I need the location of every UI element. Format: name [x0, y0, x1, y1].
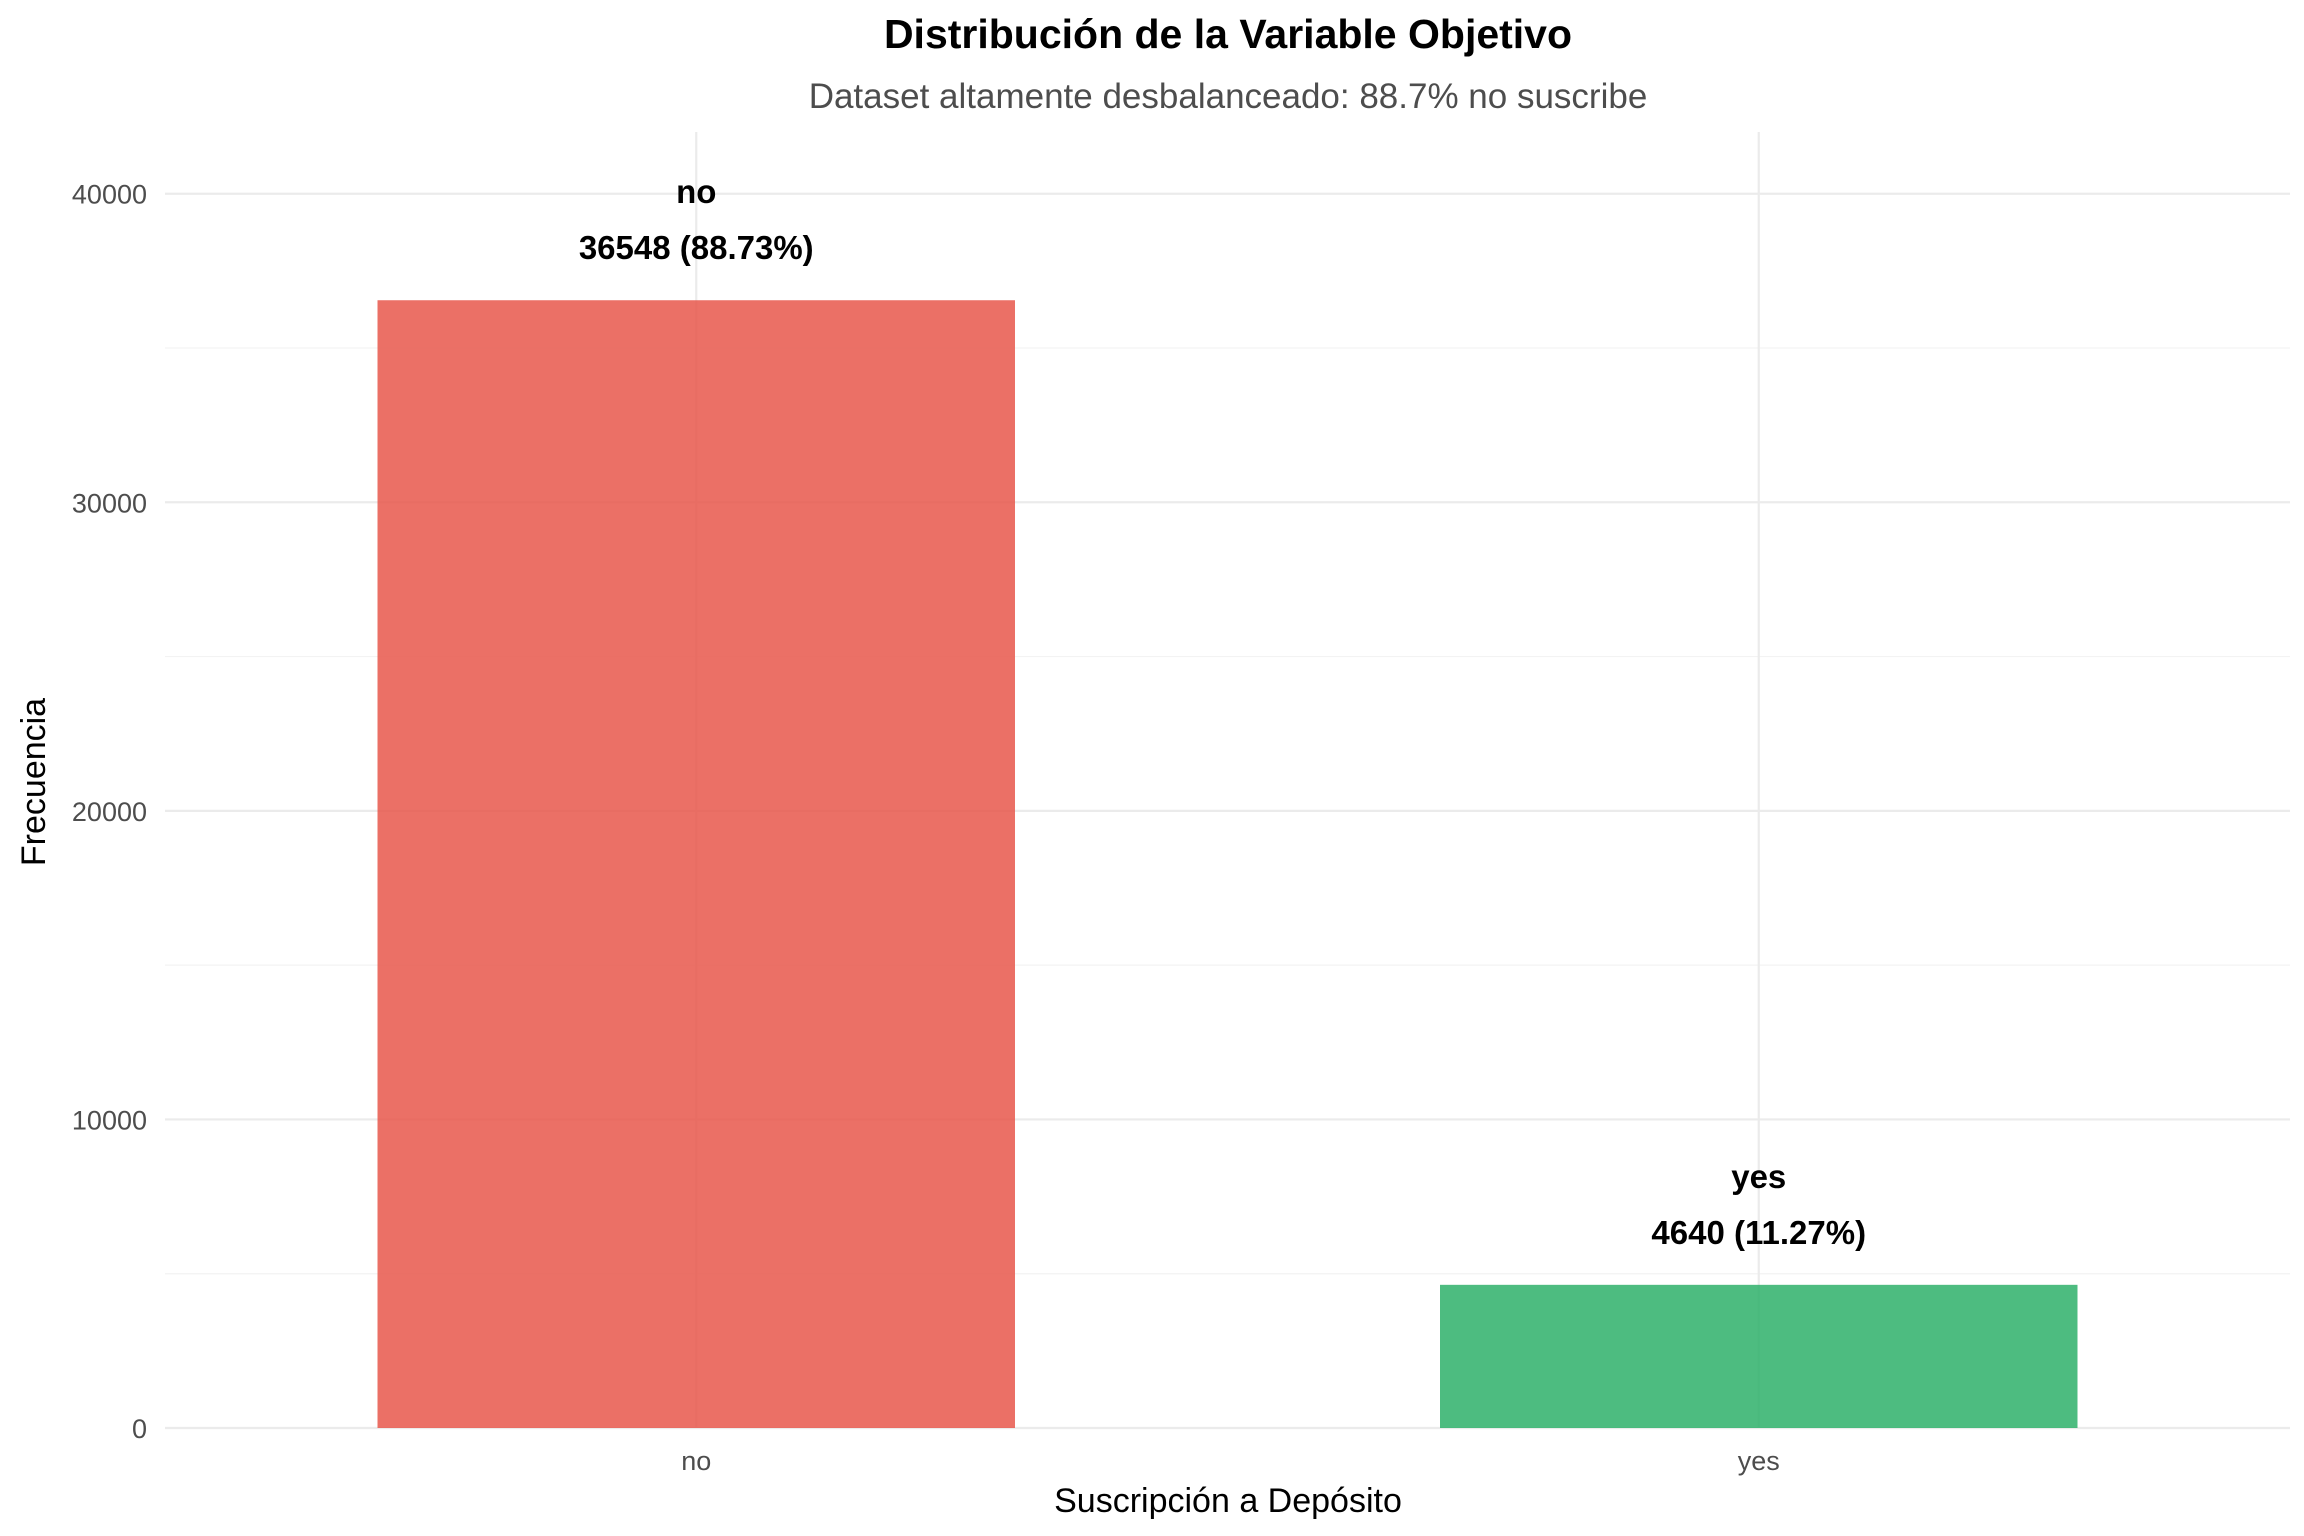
y-tick-label: 20000 [72, 797, 147, 827]
y-axis-ticks: 0 10000 20000 30000 40000 [72, 180, 147, 1444]
bar-labels: no 36548 (88.73%) yes 4640 (11.27%) [579, 173, 1866, 1251]
y-axis-title: Frecuencia [15, 698, 53, 866]
x-axis-ticks: no yes [681, 1446, 1780, 1476]
x-tick-label: yes [1738, 1446, 1780, 1476]
bars [377, 300, 2078, 1428]
bar-label-value: 36548 (88.73%) [579, 229, 814, 266]
chart-title: Distribución de la Variable Objetivo [884, 11, 1572, 57]
y-tick-label: 10000 [72, 1105, 147, 1135]
x-tick-label: no [681, 1446, 711, 1476]
bar-label-category: yes [1731, 1158, 1786, 1195]
bar-no [377, 300, 1015, 1428]
bar-label-category: no [676, 173, 716, 210]
y-tick-label: 30000 [72, 488, 147, 518]
bar-label-value: 4640 (11.27%) [1651, 1214, 1866, 1251]
bar-yes [1440, 1284, 2078, 1428]
x-axis-title: Suscripción a Depósito [1054, 1482, 1402, 1520]
chart-subtitle: Dataset altamente desbalanceado: 88.7% n… [809, 77, 1648, 116]
y-tick-label: 0 [132, 1414, 147, 1444]
y-tick-label: 40000 [72, 180, 147, 210]
